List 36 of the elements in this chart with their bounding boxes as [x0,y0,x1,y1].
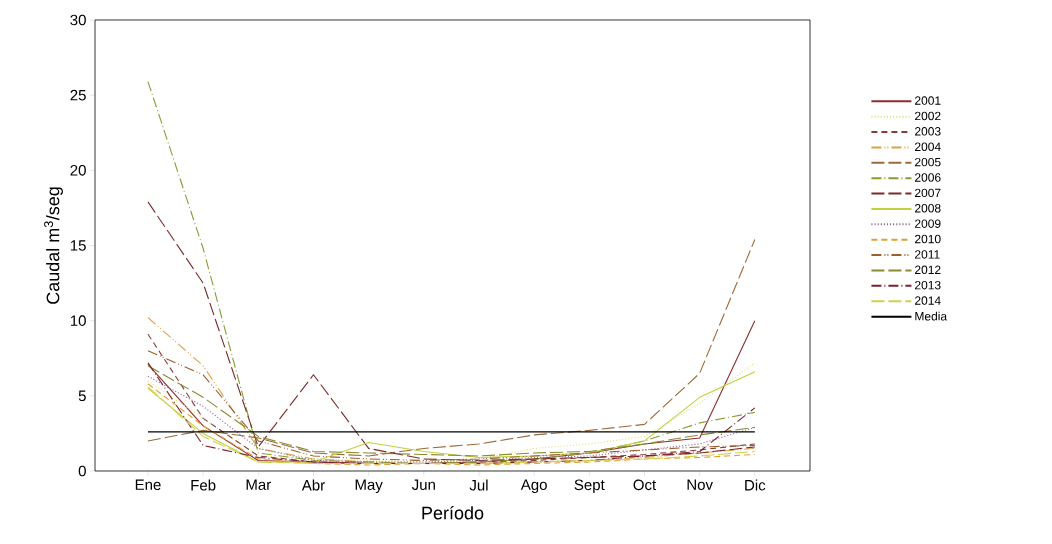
legend-label: 2001 [915,96,941,105]
x-tick-label: Feb [191,479,216,491]
legend-label: 2011 [915,250,940,259]
legend-label: 2003 [915,127,941,136]
y-axis-title: Caudal m$^{3}$/seg [44,187,63,304]
x-tick-label: May [355,479,383,493]
x-tick-label: Ago [520,479,547,493]
y-tick-label: 20 [70,165,86,176]
legend-label: Media [915,311,948,321]
legend-label: 2005 [915,157,941,167]
y-tick-label: 15 [70,240,86,251]
y-tick-label: 10 [70,315,86,326]
legend-label: 2004 [915,142,941,151]
x-tick-label: Ene [135,479,161,490]
x-tick-label: Nov [687,479,713,490]
x-axis-title: Período [422,505,484,520]
x-tick-label: Abr [301,479,325,491]
x-tick-label: Jul [469,479,488,491]
legend-label: 2013 [915,280,941,290]
y-tick-label: 30 [70,14,86,26]
x-tick-label: Sept [574,479,605,494]
y-tick-label: 25 [70,89,86,101]
y-tick-label: 0 [78,465,86,477]
legend-label: 2002 [915,111,941,121]
legend-label: 2010 [915,234,941,244]
legend-label: 2012 [915,265,941,275]
y-tick-label: 5 [78,390,86,402]
legend-label: 2006 [915,173,941,182]
legend-label: 2014 [915,296,941,305]
legend-label: 2007 [915,188,941,198]
x-tick-label: Mar [246,479,271,490]
x-tick-label: Jun [411,479,435,490]
x-tick-label: Dic [745,479,766,491]
legend-label: 2009 [915,219,941,228]
legend-label: 2008 [915,204,941,213]
x-tick-label: Oct [633,479,657,491]
